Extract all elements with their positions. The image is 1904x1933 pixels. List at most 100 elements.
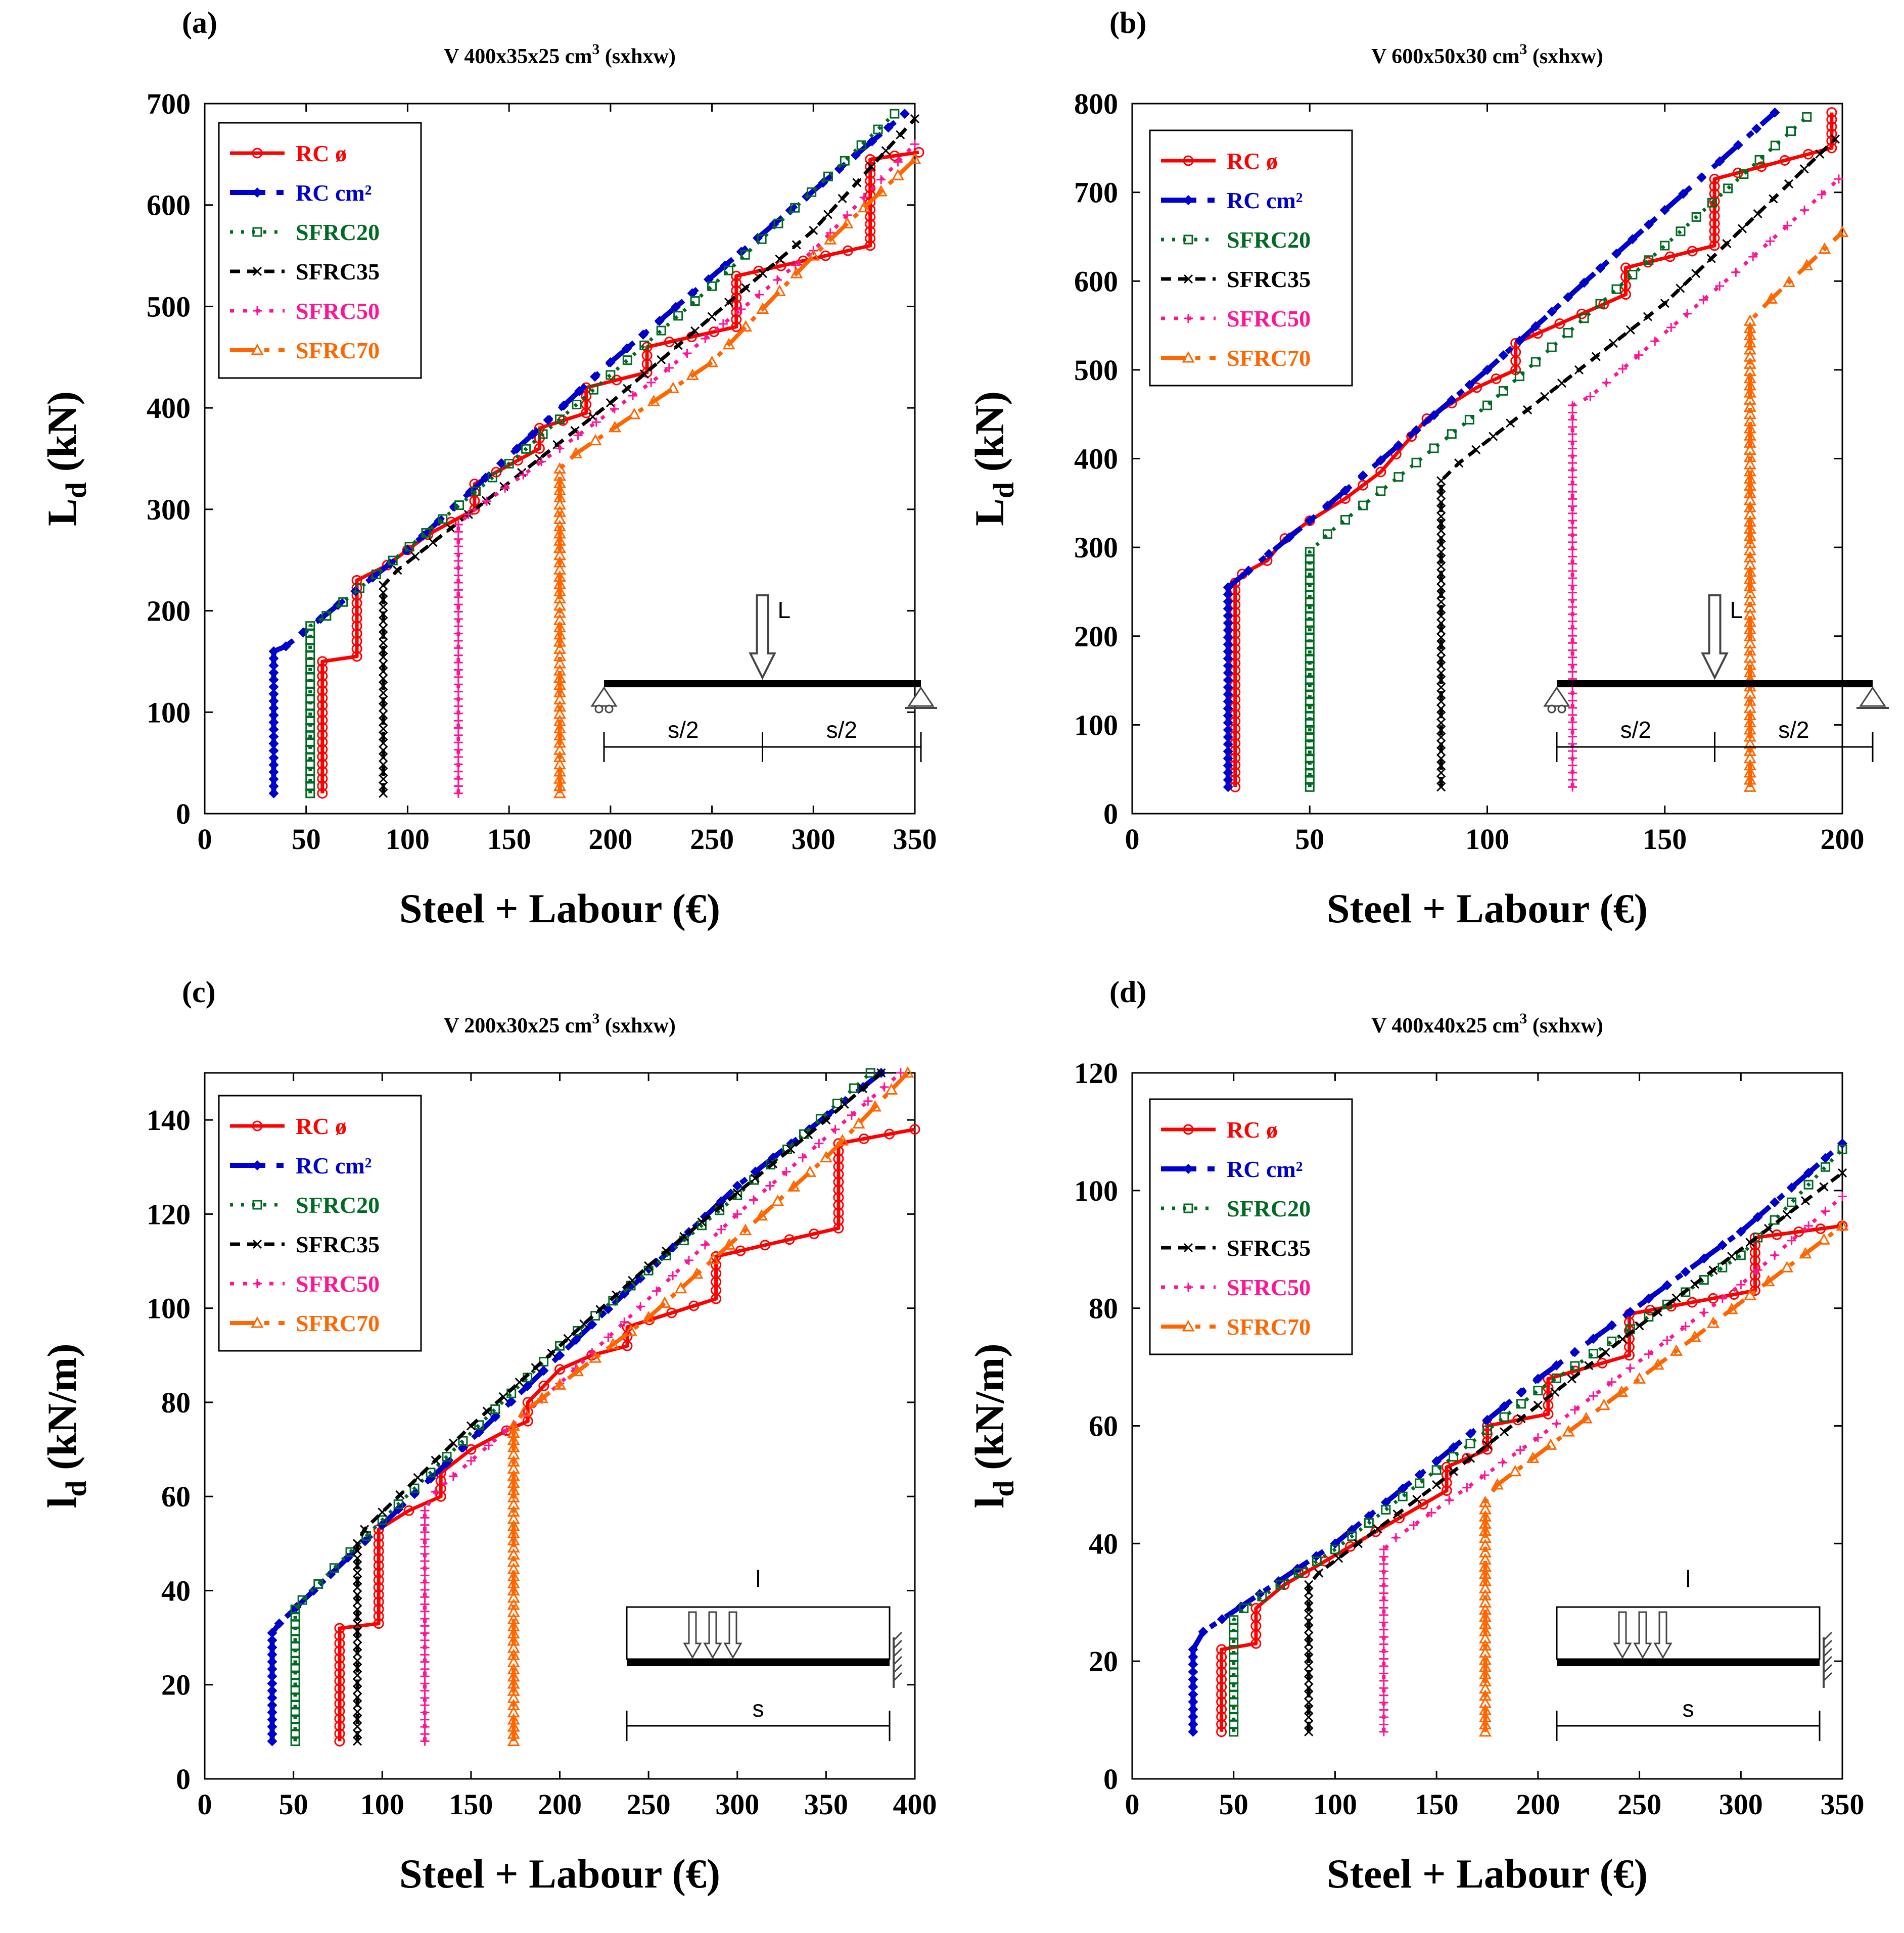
panel1-series-5-marker-38 <box>553 512 567 524</box>
panel4-ytick-label-5: 100 <box>1074 1174 1118 1207</box>
panel4-series-5-marker-29 <box>1478 1517 1492 1529</box>
panel2-legend-marker-1 <box>1183 195 1193 205</box>
panel4-series-3-marker-35 <box>1567 1374 1576 1384</box>
panel1-series-1-marker-58 <box>883 122 894 133</box>
panel1-series-3-marker-49 <box>724 298 734 307</box>
panel2-series-2-marker-46 <box>1530 357 1541 367</box>
panel3-series-3-marker-57 <box>858 1083 868 1094</box>
panel3-series-0-marker-14 <box>334 1630 345 1641</box>
panel2-series-5-marker-26 <box>1743 594 1756 605</box>
panel1-legend-label-5: SFRC70 <box>296 338 380 363</box>
panel2-series-1-marker-37 <box>1393 440 1404 451</box>
panel4-series-2-marker-34 <box>1551 1373 1561 1383</box>
panel1-series-4-marker-63 <box>910 139 919 149</box>
panel1-series-1-marker-11 <box>268 710 279 721</box>
panel2-legend-frame <box>1149 129 1353 387</box>
panel1-series-5-marker-43 <box>553 477 567 488</box>
panel1-series-2-marker-34 <box>487 473 497 483</box>
panel2-series-1-marker-54 <box>1678 188 1689 199</box>
panel4-legend-marker-3 <box>1183 1243 1193 1253</box>
panel3-series-3-marker-22 <box>353 1575 362 1585</box>
panel2-series-2-marker-18 <box>1305 653 1315 664</box>
panel2-series-3-marker-19 <box>1436 647 1446 656</box>
panel3-series-5-marker-59 <box>755 1209 768 1221</box>
panel4-series-3-marker-9 <box>1304 1661 1314 1670</box>
panel2-series-1-marker-6 <box>1223 739 1233 749</box>
panel1-series-3-marker-23 <box>379 624 388 633</box>
panel2-series-5-marker-47 <box>1743 443 1756 455</box>
panel3-series-2-marker-30 <box>474 1420 484 1430</box>
panel2-label: (b) <box>1109 6 1146 39</box>
panel3-series-3-marker-27 <box>353 1539 362 1548</box>
panel3-xtick-label-0: 0 <box>198 1788 212 1821</box>
panel1-series-4-marker-44 <box>573 431 583 440</box>
panel1-series-5-marker-30 <box>553 570 567 582</box>
panel3-series-2-marker-12 <box>290 1648 300 1659</box>
panel1-series-2-marker-58 <box>890 109 900 119</box>
panel2-series-2-marker-8 <box>1305 725 1315 735</box>
panel4-series-3-marker-31 <box>1499 1427 1509 1437</box>
panel3-series-5-marker-29 <box>507 1527 520 1538</box>
panel1-series-5-marker-63 <box>874 184 888 197</box>
panel4-series-5-marker-35 <box>1526 1451 1540 1464</box>
panel1-series-1-marker-56 <box>850 150 861 161</box>
panel3-series-0-marker-11 <box>334 1653 345 1664</box>
panel1-series-5-marker-35 <box>553 534 567 546</box>
panel3-series-0-marker-3 <box>334 1713 345 1724</box>
panel2-series-4-marker-66 <box>1783 221 1792 230</box>
panel1-series-2-marker-10 <box>305 716 315 726</box>
panel2-series-1-marker-25 <box>1223 603 1233 614</box>
panel4-series-3-marker-2 <box>1304 1712 1314 1722</box>
panel3-series-0-marker-62 <box>833 1200 844 1211</box>
panel1-series-5-marker-2 <box>553 772 567 784</box>
panel4-ylabel-main: l <box>966 1497 1012 1508</box>
panel4-legend-label-5: SFRC70 <box>1227 1314 1311 1340</box>
panel4-series-3-marker-19 <box>1304 1587 1314 1597</box>
panel4-series-5-marker-6 <box>1478 1682 1492 1694</box>
panel3-series-3-marker-41 <box>579 1319 589 1329</box>
panel2-ytick-label-0: 0 <box>1103 797 1118 830</box>
panel1-series-0-marker-78 <box>865 175 876 186</box>
panel2-series-3-marker-51 <box>1574 365 1584 374</box>
panel3-series-3-marker-18 <box>353 1605 362 1614</box>
panel3-series-0-marker-73 <box>909 1124 920 1135</box>
panel2-series-3-marker-5 <box>1436 746 1446 756</box>
panel1-series-1-marker-2 <box>268 774 279 784</box>
panel1-series-4-marker-60 <box>859 193 869 202</box>
panel2-series-5-marker-5 <box>1743 744 1756 756</box>
panel2-title-sup: 3 <box>1519 41 1527 58</box>
panel3-series-5-marker-17 <box>507 1613 520 1624</box>
panel1-series-2-marker-16 <box>305 672 315 682</box>
panel1-series-5-marker-23 <box>553 621 567 633</box>
panel2-series-5-marker-65 <box>1743 314 1756 326</box>
panel2-series-3-marker-58 <box>1691 269 1701 278</box>
panel1-series-3-marker-54 <box>809 225 818 235</box>
panel2-series-2-marker-36 <box>1358 500 1368 510</box>
panel1-series-0-marker-80 <box>865 161 876 172</box>
panel3-series-4-marker-47 <box>668 1271 678 1281</box>
panel3-series-3-marker-50 <box>732 1188 742 1198</box>
panel1-series-3-marker-21 <box>379 638 388 647</box>
panel1-title-main: V 400x35x25 cm <box>444 45 592 68</box>
panel2-series-3-marker-38 <box>1436 511 1446 521</box>
panel4-series-3-marker-18 <box>1304 1594 1314 1604</box>
panel1-series-3-marker-32 <box>428 538 438 547</box>
panel3-series-5-marker-52 <box>642 1311 655 1323</box>
panel4-series-2-marker-49 <box>1821 1162 1831 1172</box>
panel3-series-0-marker-27 <box>373 1538 384 1549</box>
panel4-series-1-marker-35 <box>1606 1320 1617 1331</box>
panel4-series-2-marker-48 <box>1803 1180 1814 1190</box>
panel2-series-0-marker-19 <box>1230 643 1241 654</box>
panel4-series-1-marker-1 <box>1188 1719 1198 1730</box>
panel1-series-2-marker-3 <box>305 767 315 777</box>
panel4-series-3-marker-27 <box>1432 1480 1442 1489</box>
panel4-series-3-marker-11 <box>1304 1646 1314 1656</box>
panel3-load-arrow-0 <box>683 1611 702 1660</box>
panel3-series-2-marker-46 <box>749 1175 759 1185</box>
panel3-series-5-marker-18 <box>507 1606 520 1617</box>
panel4-series-5-marker-39 <box>1597 1398 1610 1410</box>
panel3-series-0-marker-61 <box>833 1207 844 1218</box>
panel4-series-3-marker-26 <box>1412 1494 1422 1504</box>
panel4-series-3-marker-50 <box>1837 1168 1847 1177</box>
panel2-series-0-marker-62 <box>1709 203 1720 214</box>
